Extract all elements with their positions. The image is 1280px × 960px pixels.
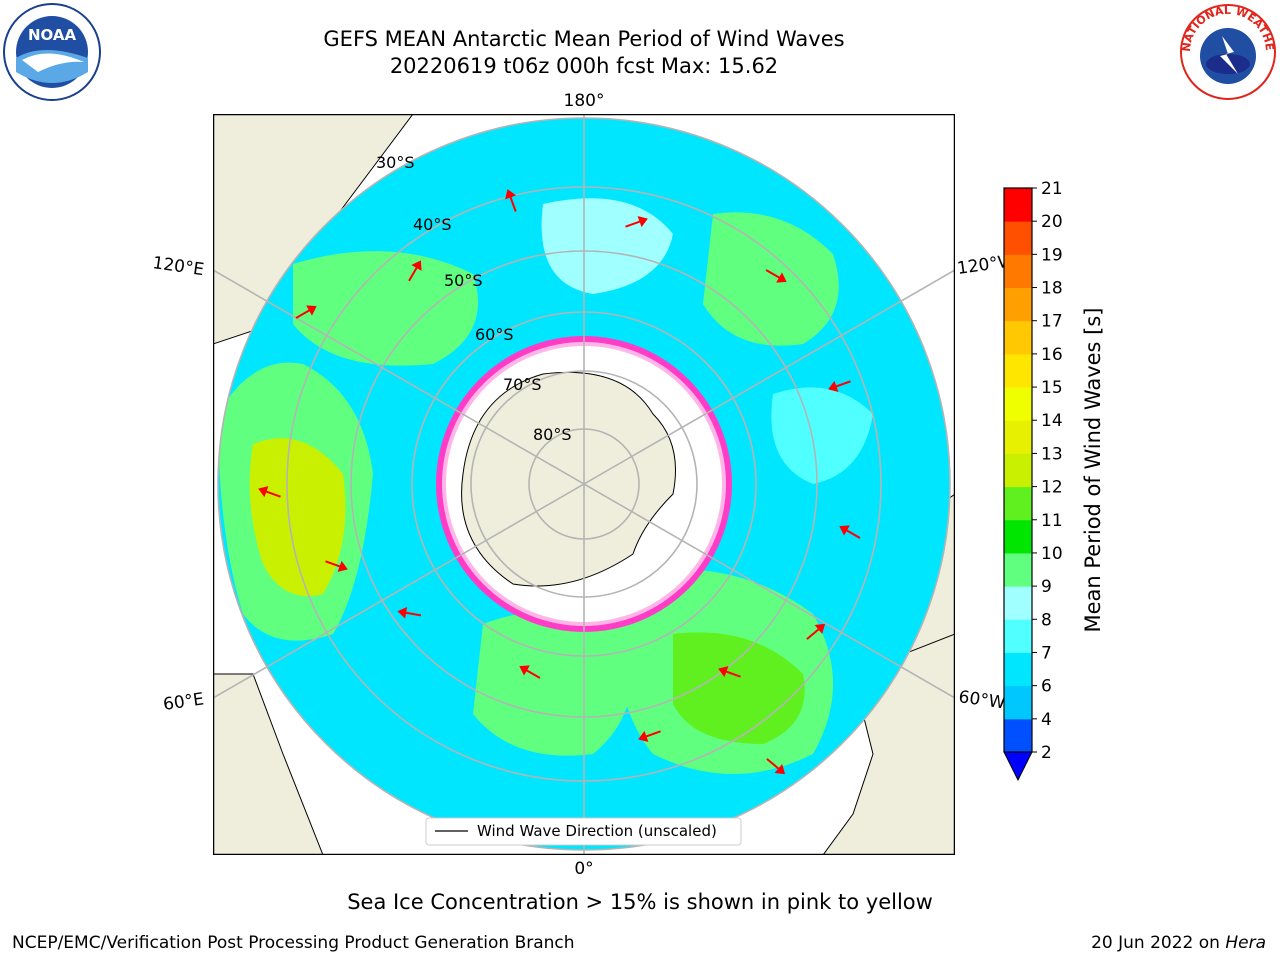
colorbar-tick-label: 2 <box>1041 743 1052 763</box>
colorbar-segment <box>1004 254 1032 289</box>
lon-label-0: 0° <box>574 859 593 879</box>
lat-label-60s: 60°S <box>475 325 514 344</box>
colorbar-under-arrow <box>1003 751 1033 782</box>
lat-label-80s: 80°S <box>533 425 572 444</box>
colorbar-segment <box>1004 652 1032 687</box>
colorbar-tick-label: 19 <box>1041 245 1063 265</box>
colorbar-tick-label: 4 <box>1041 710 1052 730</box>
colorbar-tick-label: 10 <box>1041 544 1063 564</box>
colorbar-segment <box>1004 287 1032 322</box>
colorbar-tick-label: 8 <box>1041 610 1052 630</box>
colorbar-tick-label: 20 <box>1041 212 1063 232</box>
map-title: GEFS MEAN Antarctic Mean Period of Wind … <box>323 27 845 51</box>
colorbar-segment <box>1004 420 1032 454</box>
colorbar-segment <box>1004 486 1032 521</box>
colorbar-tick-label: 7 <box>1041 643 1052 663</box>
colorbar-segment <box>1004 387 1032 421</box>
colorbar-segment <box>1004 188 1032 222</box>
legend-label: Wind Wave Direction (unscaled) <box>477 822 717 840</box>
colorbar-segment <box>1004 619 1032 653</box>
colorbar-label: Mean Period of Wind Waves [s] <box>1081 308 1105 633</box>
colorbar-tick-label: 21 <box>1041 180 1063 199</box>
colorbar-segment <box>1004 586 1032 620</box>
colorbar-segment <box>1004 685 1032 720</box>
colorbar-segment <box>1004 453 1032 488</box>
colorbar-tick-label: 11 <box>1041 511 1063 531</box>
sea-ice-caption: Sea Ice Concentration > 15% is shown in … <box>347 890 933 914</box>
noaa-logo: NOAA <box>3 3 101 101</box>
lon-label-120e: 120°E <box>151 253 205 280</box>
footer-date: 20 Jun 2022 on Hera <box>1091 933 1266 953</box>
colorbar-tick-label: 15 <box>1041 378 1063 398</box>
map-legend: Wind Wave Direction (unscaled) <box>425 817 742 846</box>
colorbar-segment <box>1004 353 1032 388</box>
polar-map: 30°S 40°S 50°S 60°S 70°S 80°S Wind Wave … <box>213 114 955 855</box>
footer-credit: NCEP/EMC/Verification Post Processing Pr… <box>12 933 575 953</box>
colorbar-segment <box>1004 718 1032 753</box>
map-subtitle: 20220619 t06z 000h fcst Max: 15.62 <box>389 54 779 78</box>
graticule <box>213 114 955 855</box>
lon-label-60e: 60°E <box>162 689 205 714</box>
colorbar-tick-label: 12 <box>1041 478 1063 498</box>
colorbar-tick-label: 16 <box>1041 345 1063 365</box>
footer-date-text: 20 Jun 2022 on <box>1091 933 1226 953</box>
colorbar-segment <box>1004 221 1032 255</box>
colorbar-segment <box>1004 320 1032 355</box>
colorbar: 2 4 6 7 8 9 10 11 12 13 14 15 16 17 18 19 20 21 Mean Peri… <box>1003 180 1105 782</box>
colorbar-segment <box>1004 519 1032 554</box>
colorbar-tick-label: 13 <box>1041 444 1063 464</box>
colorbar-segment <box>1004 552 1032 587</box>
colorbar-tick-label: 17 <box>1041 312 1063 332</box>
lat-label-70s: 70°S <box>503 375 542 394</box>
lat-label-50s: 50°S <box>444 271 483 290</box>
colorbar-tick-label: 9 <box>1041 577 1052 597</box>
lat-label-40s: 40°S <box>413 215 452 234</box>
lon-label-180: 180° <box>564 91 605 111</box>
footer-host: Hera <box>1225 933 1266 953</box>
noaa-logo-text: NOAA <box>28 26 77 44</box>
colorbar-tick-label: 14 <box>1041 411 1063 431</box>
nws-logo: NATIONAL WEATHER SERVICE <box>1178 2 1276 100</box>
wind-wave-arrows <box>258 189 861 775</box>
colorbar-tick-label: 6 <box>1041 677 1052 697</box>
lat-label-30s: 30°S <box>376 153 415 172</box>
antarctica-land <box>461 371 676 587</box>
colorbar-tick-label: 18 <box>1041 279 1063 299</box>
